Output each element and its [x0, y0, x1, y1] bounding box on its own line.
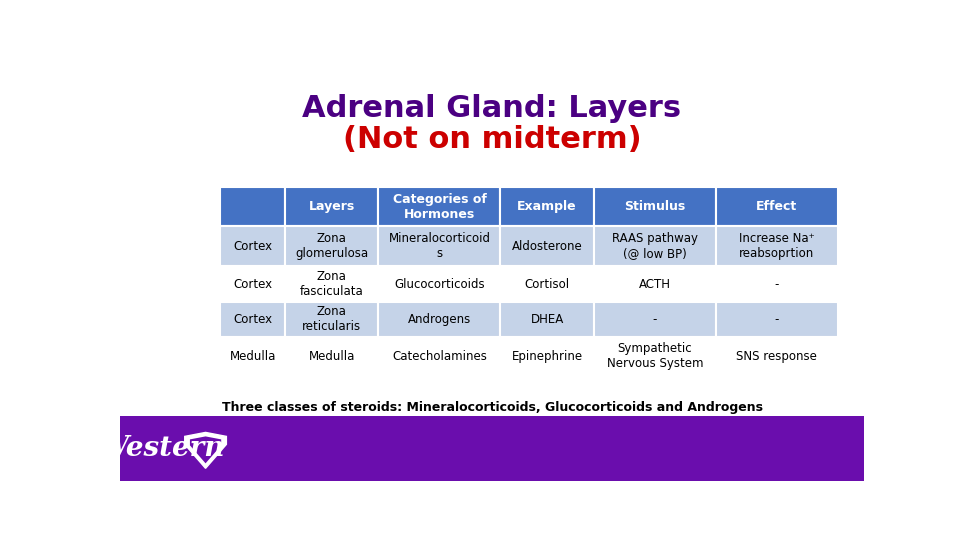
Text: Androgens: Androgens	[408, 313, 471, 326]
Bar	[221, 302, 285, 337]
Text: Stimulus: Stimulus	[624, 200, 685, 213]
Text: Cortisol: Cortisol	[524, 278, 569, 291]
Text: RAAS pathway
(@ low BP): RAAS pathway (@ low BP)	[612, 232, 698, 260]
Text: Example: Example	[517, 200, 577, 213]
Text: Medulla: Medulla	[229, 350, 276, 363]
Text: -: -	[775, 278, 780, 291]
Text: Aldosterone: Aldosterone	[512, 240, 583, 253]
Text: Effect: Effect	[756, 200, 798, 213]
Bar	[285, 266, 378, 302]
Bar	[500, 337, 594, 375]
Text: Sympathetic
Nervous System: Sympathetic Nervous System	[607, 342, 703, 370]
Bar	[594, 226, 716, 266]
Bar	[716, 187, 838, 226]
Bar	[285, 187, 378, 226]
Text: ACTH: ACTH	[638, 278, 671, 291]
Bar	[378, 302, 500, 337]
Bar	[716, 226, 838, 266]
Bar	[500, 187, 594, 226]
Text: Mineralocorticoid
s: Mineralocorticoid s	[389, 232, 491, 260]
Bar	[221, 226, 285, 266]
Text: -: -	[653, 313, 657, 326]
Text: Categories of
Hormones: Categories of Hormones	[393, 193, 487, 220]
Bar	[716, 337, 838, 375]
Text: Cortex: Cortex	[233, 240, 273, 253]
Bar	[500, 302, 594, 337]
Text: Cortex: Cortex	[233, 278, 273, 291]
Text: Zona
reticularis: Zona reticularis	[302, 306, 361, 334]
Text: Three classes of steroids: Mineralocorticoids, Glucocorticoids and Androgens: Three classes of steroids: Mineralocorti…	[222, 401, 762, 414]
Bar	[221, 266, 285, 302]
Bar	[594, 187, 716, 226]
Text: Layers: Layers	[308, 200, 355, 213]
Polygon shape	[184, 433, 227, 468]
Bar	[378, 337, 500, 375]
Bar	[378, 266, 500, 302]
Text: DHEA: DHEA	[531, 313, 564, 326]
Text: Catecholamines: Catecholamines	[392, 350, 487, 363]
Bar	[120, 416, 864, 481]
Bar	[594, 266, 716, 302]
Bar	[594, 337, 716, 375]
Bar	[285, 337, 378, 375]
Text: Zona
fasciculata: Zona fasciculata	[300, 270, 364, 298]
Bar	[378, 226, 500, 266]
Bar	[500, 226, 594, 266]
Bar	[716, 302, 838, 337]
Bar	[716, 266, 838, 302]
Bar	[500, 266, 594, 302]
Bar	[594, 302, 716, 337]
Text: SNS response: SNS response	[736, 350, 817, 363]
Bar	[285, 226, 378, 266]
Text: Cortex: Cortex	[233, 313, 273, 326]
Bar	[221, 187, 285, 226]
Bar	[221, 337, 285, 375]
Polygon shape	[190, 436, 221, 463]
Text: -: -	[775, 313, 780, 326]
Text: Adrenal Gland: Layers: Adrenal Gland: Layers	[302, 94, 682, 123]
Bar	[378, 187, 500, 226]
Bar	[285, 302, 378, 337]
Text: Medulla: Medulla	[308, 350, 355, 363]
Text: Epinephrine: Epinephrine	[512, 350, 583, 363]
Text: Increase Na⁺
reabsoprtion: Increase Na⁺ reabsoprtion	[739, 232, 815, 260]
Text: (Not on midterm): (Not on midterm)	[343, 125, 641, 154]
Text: Zona
glomerulosa: Zona glomerulosa	[295, 232, 369, 260]
Text: Glucocorticoids: Glucocorticoids	[395, 278, 485, 291]
Text: Western: Western	[97, 435, 225, 462]
